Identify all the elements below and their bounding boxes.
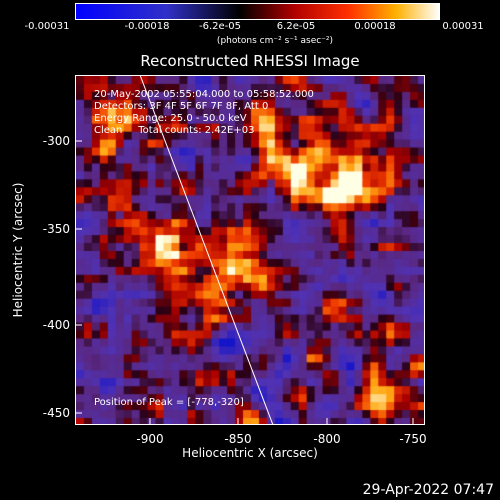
limb-line-layer bbox=[139, 75, 274, 425]
x-tick-label: -900 bbox=[136, 432, 164, 446]
y-axis-label: Heliocentric Y (arcsec) bbox=[11, 182, 25, 318]
image-canvas bbox=[76, 76, 424, 424]
solar-limb-line bbox=[139, 75, 274, 425]
colorbar-tick-label: -6.2e-05 bbox=[199, 21, 241, 32]
axis-ticks bbox=[75, 140, 414, 425]
timestamp: 29-Apr-2022 07:47 bbox=[362, 482, 494, 498]
plot-title: Reconstructed RHESSI Image bbox=[140, 52, 360, 70]
x-tick-label: -800 bbox=[313, 432, 341, 446]
y-tick-label: -350 bbox=[42, 222, 70, 236]
x-tick-label: -850 bbox=[224, 432, 252, 446]
info-line: 20-May-2002 05:55:04.000 to 05:58:52.000 bbox=[94, 89, 314, 100]
y-tick-label: -300 bbox=[42, 134, 70, 148]
y-tick-label: -400 bbox=[42, 318, 70, 332]
info-line: Energy Range: 25.0 - 50.0 keV bbox=[94, 113, 247, 124]
rhessi-image bbox=[75, 75, 425, 425]
y-tick-label: -450 bbox=[42, 406, 70, 420]
colorbar-tick-label: 0.00018 bbox=[354, 21, 396, 32]
peak-position: Position of Peak = [-778,-320] bbox=[94, 397, 244, 408]
x-tick-label: -750 bbox=[399, 432, 427, 446]
colorbar-units: (photons cm⁻² s⁻¹ asec⁻²) bbox=[216, 36, 334, 46]
colorbar-tick-label: -0.00031 bbox=[24, 21, 70, 32]
colorbar-tick-label: -0.00018 bbox=[124, 21, 170, 32]
colorbar-tick-label: 6.2e-05 bbox=[276, 21, 316, 32]
colorbar-tick-label: 0.00031 bbox=[442, 21, 484, 32]
info-line: Detectors: 3F 4F 5F 6F 7F 8F, Att 0 bbox=[94, 101, 269, 112]
colorbar bbox=[75, 3, 440, 20]
info-line: Clean Total counts: 2.42E+03 bbox=[94, 125, 255, 136]
x-axis-label: Heliocentric X (arcsec) bbox=[182, 446, 318, 460]
